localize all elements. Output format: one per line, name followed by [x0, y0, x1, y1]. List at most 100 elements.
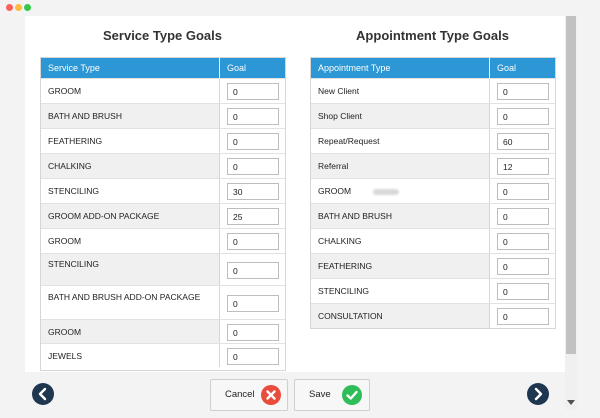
appointment-type-label: New Client — [318, 86, 360, 96]
table-row: STENCILING — [41, 178, 285, 203]
table-row: New Client — [311, 78, 555, 103]
service-type-label: CHALKING — [48, 161, 92, 171]
appointment-goal-input[interactable] — [497, 208, 549, 225]
service-goal-input[interactable] — [227, 348, 279, 365]
maximize-window-button[interactable] — [24, 4, 31, 11]
service-goal-input[interactable] — [227, 83, 279, 100]
redacted-text — [373, 189, 399, 195]
table-row: STENCILING — [41, 253, 285, 285]
goal-cell — [489, 204, 555, 228]
table-row: Referral — [311, 153, 555, 178]
appointment-type-label: STENCILING — [318, 286, 370, 296]
goal-cell — [489, 154, 555, 178]
goal-cell — [219, 344, 285, 367]
close-window-button[interactable] — [6, 4, 13, 11]
service-type-label: BATH AND BRUSH — [48, 111, 122, 121]
goal-cell — [489, 179, 555, 203]
service-goal-input[interactable] — [227, 133, 279, 150]
goal-cell — [219, 320, 285, 343]
table-row: GROOM — [41, 78, 285, 103]
service-goal-input[interactable] — [227, 262, 279, 279]
goal-cell — [219, 154, 285, 178]
column-header-goal: Goal — [489, 58, 555, 78]
goal-cell — [489, 129, 555, 153]
table-row: Shop Client — [311, 103, 555, 128]
service-goal-input[interactable] — [227, 295, 279, 312]
service-goal-input[interactable] — [227, 324, 279, 341]
service-goal-input[interactable] — [227, 183, 279, 200]
service-type-label: BATH AND BRUSH ADD-ON PACKAGE — [48, 292, 201, 302]
goal-cell — [489, 229, 555, 253]
table-row: CONSULTATION — [311, 303, 555, 328]
table-row: GROOM — [311, 178, 555, 203]
service-goal-input[interactable] — [227, 108, 279, 125]
table-row: BATH AND BRUSH — [41, 103, 285, 128]
table-row: STENCILING — [311, 278, 555, 303]
appointment-goal-input[interactable] — [497, 233, 549, 250]
save-check-icon — [342, 385, 362, 405]
appointment-goal-input[interactable] — [497, 308, 549, 325]
service-type-label: GROOM — [48, 86, 82, 96]
table-header: Appointment Type Goal — [311, 58, 555, 78]
service-type-label: GROOM ADD-ON PACKAGE — [48, 211, 160, 221]
table-row: BATH AND BRUSH — [311, 203, 555, 228]
goal-cell — [489, 304, 555, 328]
appointment-goal-input[interactable] — [497, 133, 549, 150]
goal-cell — [219, 79, 285, 103]
scroll-down-arrow-icon[interactable] — [567, 400, 575, 405]
save-button[interactable]: Save — [294, 379, 370, 411]
vertical-scrollbar[interactable] — [565, 16, 577, 410]
table-row: CHALKING — [41, 153, 285, 178]
goals-panel: Service Type Goals Service Type Goal GRO… — [25, 16, 565, 372]
goal-cell — [219, 229, 285, 253]
column-header-goal: Goal — [219, 58, 285, 78]
service-goal-input[interactable] — [227, 158, 279, 175]
appointment-goal-input[interactable] — [497, 283, 549, 300]
title-bar — [0, 0, 600, 16]
appointment-type-label: Shop Client — [318, 111, 362, 121]
appointment-goal-input[interactable] — [497, 83, 549, 100]
service-type-goals-table: Service Type Goal GROOM BATH AND BRUSH FEA… — [40, 57, 286, 371]
service-type-goals-title: Service Type Goals — [103, 28, 222, 43]
service-type-label: FEATHERING — [48, 136, 103, 146]
column-header-appointment-type: Appointment Type — [318, 63, 391, 73]
appointment-type-goals-table: Appointment Type Goal New Client Shop Cli… — [310, 57, 556, 329]
goal-cell — [219, 204, 285, 228]
appointment-type-goals-title: Appointment Type Goals — [356, 28, 509, 43]
service-goal-input[interactable] — [227, 208, 279, 225]
appointment-type-label: Referral — [318, 161, 349, 171]
table-row: GROOM — [41, 228, 285, 253]
table-row: FEATHERING — [41, 128, 285, 153]
table-row: FEATHERING — [311, 253, 555, 278]
appointment-goal-input[interactable] — [497, 183, 549, 200]
appointment-type-label: CONSULTATION — [318, 311, 383, 321]
service-goal-input[interactable] — [227, 233, 279, 250]
save-button-label: Save — [309, 389, 331, 400]
goal-cell — [219, 286, 285, 319]
scrollbar-thumb[interactable] — [566, 16, 576, 354]
chevron-right-icon — [534, 387, 543, 401]
table-header: Service Type Goal — [41, 58, 285, 78]
chevron-left-icon — [38, 387, 47, 401]
appointment-goal-input[interactable] — [497, 108, 549, 125]
next-page-button[interactable] — [527, 383, 549, 405]
goal-cell — [489, 79, 555, 103]
minimize-window-button[interactable] — [15, 4, 22, 11]
goal-cell — [489, 254, 555, 278]
table-row: JEWELS — [41, 343, 285, 367]
cancel-button[interactable]: Cancel — [210, 379, 288, 411]
goal-cell — [219, 179, 285, 203]
goal-cell — [219, 104, 285, 128]
service-type-label: STENCILING — [48, 186, 100, 196]
table-row: Repeat/Request — [311, 128, 555, 153]
appointment-type-label: BATH AND BRUSH — [318, 211, 392, 221]
previous-page-button[interactable] — [32, 383, 54, 405]
column-header-service-type: Service Type — [48, 63, 100, 73]
appointment-goal-input[interactable] — [497, 258, 549, 275]
appointment-goal-input[interactable] — [497, 158, 549, 175]
service-type-label: GROOM — [48, 236, 82, 246]
appointment-type-label: Repeat/Request — [318, 136, 380, 146]
table-row: GROOM ADD-ON PACKAGE — [41, 203, 285, 228]
appointment-type-label: FEATHERING — [318, 261, 373, 271]
